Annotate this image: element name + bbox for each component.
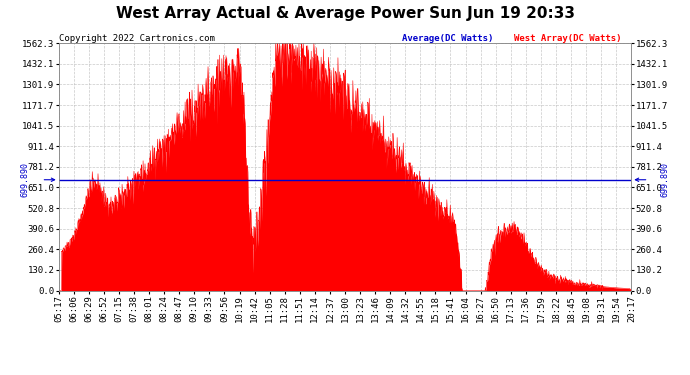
Text: West Array(DC Watts): West Array(DC Watts) — [514, 34, 622, 43]
Text: 699.890: 699.890 — [21, 162, 30, 197]
Text: Copyright 2022 Cartronics.com: Copyright 2022 Cartronics.com — [59, 34, 215, 43]
Text: Average(DC Watts): Average(DC Watts) — [402, 34, 493, 43]
Text: West Array Actual & Average Power Sun Jun 19 20:33: West Array Actual & Average Power Sun Ju… — [115, 6, 575, 21]
Text: 699.890: 699.890 — [660, 162, 669, 197]
